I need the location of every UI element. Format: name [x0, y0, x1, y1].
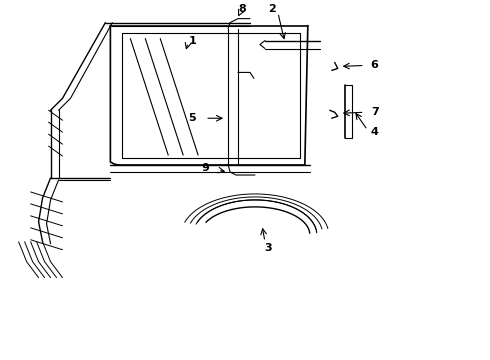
- Text: 4: 4: [371, 127, 379, 137]
- Text: 7: 7: [371, 107, 378, 117]
- Text: 1: 1: [188, 36, 196, 46]
- Text: 6: 6: [371, 60, 379, 71]
- Text: 2: 2: [268, 4, 276, 14]
- Text: 5: 5: [188, 113, 196, 123]
- Text: 9: 9: [201, 163, 209, 173]
- Text: 3: 3: [264, 243, 272, 253]
- Text: 8: 8: [238, 4, 246, 14]
